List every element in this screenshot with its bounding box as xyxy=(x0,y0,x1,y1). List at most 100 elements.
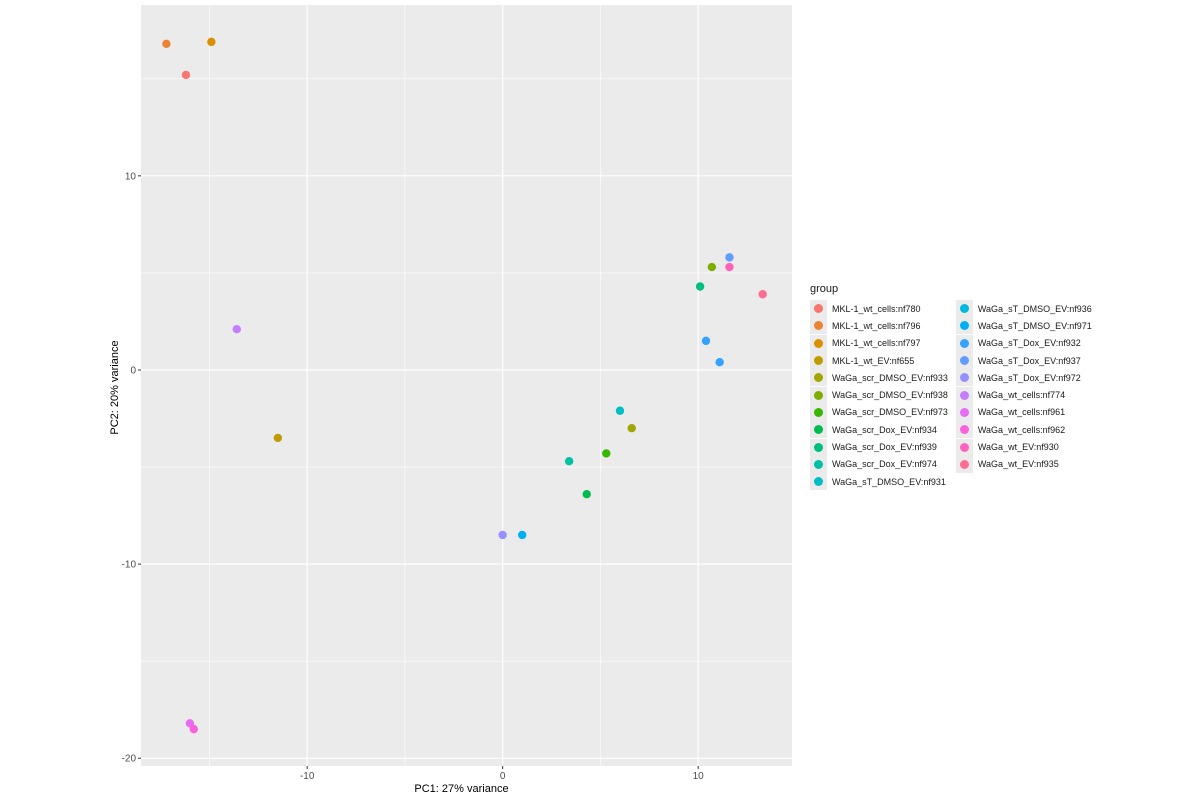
data-point xyxy=(189,724,198,734)
y-tick-label: 0 xyxy=(130,365,136,376)
legend-entry: MKL-1_wt_cells:nf796 xyxy=(810,317,948,335)
legend: group MKL-1_wt_cells:nf780 MKL-1_wt_cells… xyxy=(810,283,1100,491)
legend-key xyxy=(955,334,973,352)
legend-key xyxy=(810,300,827,318)
data-point xyxy=(707,262,717,272)
legend-dot-icon xyxy=(814,321,823,331)
data-point xyxy=(582,490,591,499)
legend-dot-icon xyxy=(814,459,823,469)
data-point xyxy=(602,449,611,458)
legend-label: MKL-1_wt_EV:nf655 xyxy=(832,355,915,366)
data-point xyxy=(498,530,507,540)
legend-label: WaGa_scr_DMSO_EV:nf933 xyxy=(832,372,948,383)
legend-dot-icon xyxy=(959,304,969,314)
legend-entry: WaGa_wt_EV:nf930 xyxy=(955,438,1092,456)
legend-label: WaGa_scr_DMSO_EV:nf973 xyxy=(832,407,948,418)
legend-label: WaGa_scr_Dox_EV:nf939 xyxy=(832,442,937,453)
legend-label: WaGa_sT_Dox_EV:nf937 xyxy=(977,355,1081,366)
legend-label: WaGa_scr_DMSO_EV:nf938 xyxy=(832,390,948,401)
legend-key xyxy=(955,403,973,421)
legend-dot-icon xyxy=(814,407,823,417)
legend-label: WaGa_sT_Dox_EV:nf932 xyxy=(977,338,1081,349)
legend-entry: WaGa_scr_Dox_EV:nf934 xyxy=(810,421,948,439)
legend-key xyxy=(955,352,973,370)
legend-key xyxy=(810,403,827,421)
legend-key xyxy=(955,317,973,335)
legend-dot-icon xyxy=(814,442,823,452)
legend-column: WaGa_sT_DMSO_EV:nf936 WaGa_sT_DMSO_EV:nf9… xyxy=(955,300,1092,490)
legend-label: MKL-1_wt_cells:nf797 xyxy=(832,338,921,349)
data-point xyxy=(701,336,711,346)
legend-columns: MKL-1_wt_cells:nf780 MKL-1_wt_cells:nf796… xyxy=(810,300,1100,491)
data-point xyxy=(715,358,724,367)
legend-entry: WaGa_scr_DMSO_EV:nf933 xyxy=(810,369,948,387)
legend-dot-icon xyxy=(959,407,969,417)
legend-dot-icon xyxy=(814,477,823,487)
legend-label: WaGa_sT_DMSO_EV:nf971 xyxy=(977,320,1092,331)
x-tick-label: 10 xyxy=(693,771,705,782)
legend-key xyxy=(955,438,973,456)
legend-entry: WaGa_sT_Dox_EV:nf932 xyxy=(955,334,1092,352)
x-tick-label: 0 xyxy=(500,771,506,782)
data-point xyxy=(207,37,216,47)
legend-title: group xyxy=(810,283,839,295)
legend-entry: WaGa_sT_DMSO_EV:nf936 xyxy=(955,300,1092,318)
legend-dot-icon xyxy=(959,356,969,366)
data-point xyxy=(162,39,171,49)
legend-label: WaGa_wt_cells:nf962 xyxy=(977,424,1066,435)
legend-entry: WaGa_wt_cells:nf962 xyxy=(955,421,1092,439)
legend-key xyxy=(810,334,827,352)
legend-dot-icon xyxy=(959,425,969,435)
legend-key xyxy=(955,300,973,318)
legend-dot-icon xyxy=(959,459,969,469)
legend-column: MKL-1_wt_cells:nf780 MKL-1_wt_cells:nf796… xyxy=(810,300,948,491)
legend-dot-icon xyxy=(959,442,969,452)
legend-entry: WaGa_sT_Dox_EV:nf937 xyxy=(955,352,1092,370)
data-point xyxy=(518,530,527,540)
legend-entry: WaGa_scr_Dox_EV:nf939 xyxy=(810,438,948,456)
data-point xyxy=(181,70,191,80)
legend-entry: WaGa_wt_cells:nf961 xyxy=(955,403,1092,421)
data-point xyxy=(273,433,283,443)
legend-key xyxy=(810,473,827,491)
legend-dot-icon xyxy=(814,390,823,400)
legend-label: WaGa_scr_Dox_EV:nf974 xyxy=(832,459,937,470)
legend-key xyxy=(810,438,827,456)
legend-label: MKL-1_wt_cells:nf780 xyxy=(832,303,921,314)
data-point xyxy=(627,424,636,433)
major-gridlines xyxy=(141,5,792,766)
legend-dot-icon xyxy=(814,338,823,348)
data-point xyxy=(725,262,734,272)
legend-dot-icon xyxy=(814,425,823,435)
data-point xyxy=(695,282,705,291)
data-point xyxy=(232,325,241,334)
legend-label: WaGa_wt_cells:nf774 xyxy=(977,390,1066,401)
legend-entry: WaGa_sT_DMSO_EV:nf971 xyxy=(955,317,1092,335)
legend-entry: MKL-1_wt_cells:nf780 xyxy=(810,300,948,318)
legend-entry: WaGa_sT_Dox_EV:nf972 xyxy=(955,369,1092,387)
legend-key xyxy=(810,386,827,404)
axis-ticks: -10 0 10 -20 -10 0 10 xyxy=(122,171,705,782)
data-point xyxy=(615,406,625,415)
legend-label: WaGa_sT_DMSO_EV:nf936 xyxy=(977,303,1092,314)
legend-dot-icon xyxy=(959,338,969,348)
data-point xyxy=(725,253,734,262)
x-axis-title: PC1: 27% variance xyxy=(414,783,508,795)
legend-dot-icon xyxy=(814,304,823,314)
legend-key xyxy=(810,455,827,473)
legend-entry: WaGa_scr_DMSO_EV:nf973 xyxy=(810,403,948,421)
legend-key xyxy=(810,317,827,335)
legend-entry: MKL-1_wt_EV:nf655 xyxy=(810,352,948,370)
legend-label: WaGa_wt_EV:nf930 xyxy=(977,442,1059,453)
legend-label: WaGa_sT_DMSO_EV:nf931 xyxy=(832,476,946,487)
data-point xyxy=(758,290,767,299)
x-tick-label: -10 xyxy=(300,771,315,782)
legend-label: WaGa_sT_Dox_EV:nf972 xyxy=(977,372,1081,383)
legend-key xyxy=(810,421,827,439)
legend-label: MKL-1_wt_cells:nf796 xyxy=(832,320,921,331)
legend-entry: WaGa_wt_EV:nf935 xyxy=(955,455,1092,473)
minor-gridlines xyxy=(141,5,792,766)
y-tick-label: -20 xyxy=(122,754,137,765)
legend-entry: MKL-1_wt_cells:nf797 xyxy=(810,334,948,352)
